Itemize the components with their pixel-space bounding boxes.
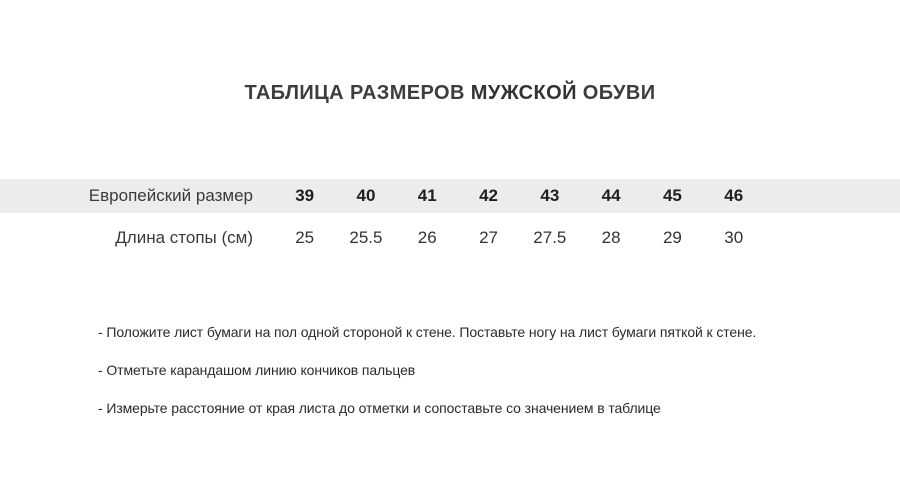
size-cell: 46: [724, 186, 744, 205]
instruction-step: - Измерьте расстояние от края листа до о…: [98, 400, 661, 416]
table-row-foot-length: Длина стопы (см) 25 25.5 26 27 27.5 28 2…: [0, 213, 900, 263]
size-cell: 39: [295, 186, 315, 205]
size-cell: 41: [417, 186, 437, 205]
row-header-european-size: Европейский размер: [88, 186, 253, 205]
length-cell: 30: [724, 228, 744, 247]
table-row-european-size: Европейский размер 39 40 41 42 43 44 45 …: [0, 179, 900, 213]
length-cell: 25.5: [349, 228, 383, 247]
page-title-emphasis: МУЖСКОЙ: [470, 82, 577, 104]
row-header-foot-length: Длина стопы (см): [115, 228, 253, 247]
length-cell: 25: [295, 228, 315, 247]
instruction-step: - Положите лист бумаги на пол одной стор…: [98, 324, 757, 340]
length-cell: 28: [601, 228, 621, 247]
length-cell: 27: [479, 228, 498, 247]
measurement-instructions: - Положите лист бумаги на пол одной стор…: [98, 325, 756, 439]
page-title-suffix: ОБУВИ: [576, 82, 656, 104]
instruction-step: - Отметьте карандашом линию кончиков пал…: [98, 362, 416, 378]
length-cell: 29: [662, 228, 682, 247]
size-cell: 40: [356, 186, 376, 205]
size-cell: 42: [479, 186, 498, 205]
size-cell: 43: [540, 186, 560, 205]
length-cell: 27.5: [533, 228, 567, 247]
length-cell: 26: [417, 228, 437, 247]
page-title: ТАБЛИЦА РАЗМЕРОВ МУЖСКОЙ ОБУВИ: [0, 83, 900, 104]
size-cell: 45: [662, 186, 682, 205]
size-cell: 44: [601, 186, 621, 205]
size-table: Европейский размер 39 40 41 42 43 44 45 …: [0, 179, 900, 263]
page-title-prefix: ТАБЛИЦА РАЗМЕРОВ: [244, 82, 471, 104]
